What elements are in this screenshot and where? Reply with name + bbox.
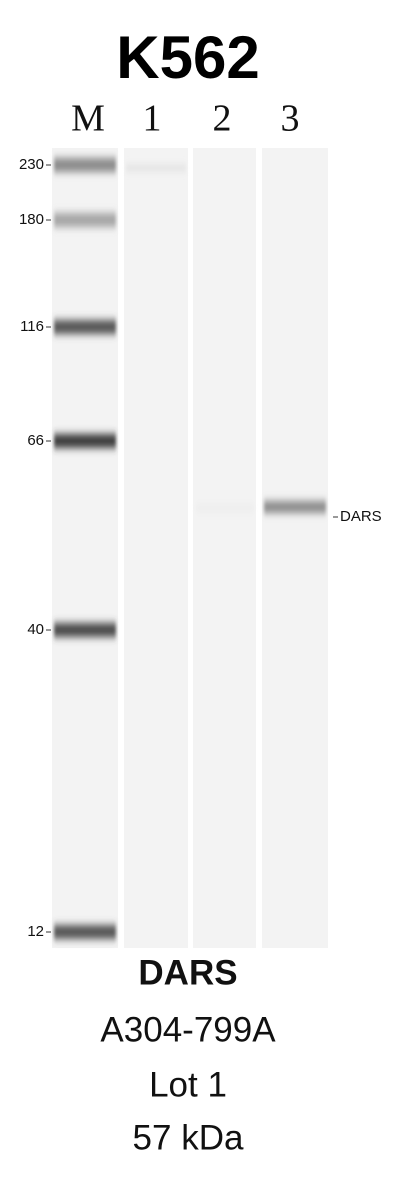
lane-label: M	[71, 98, 105, 140]
bands	[54, 158, 326, 939]
marker-band	[54, 158, 116, 172]
lane-gap	[256, 148, 262, 948]
lane-label: 2	[213, 98, 232, 140]
marker-label: 12	[27, 923, 44, 940]
caption: DARS	[138, 953, 237, 992]
caption: A304-799A	[100, 1010, 276, 1049]
marker-label: 116	[20, 318, 44, 335]
marker-band	[54, 623, 116, 637]
caption: Lot 1	[149, 1065, 227, 1104]
lane-label: 3	[281, 98, 300, 140]
band	[264, 501, 326, 513]
band	[126, 166, 186, 170]
marker-label: 40	[27, 621, 44, 638]
lane-label: 1	[143, 98, 162, 140]
marker-band	[54, 434, 116, 448]
band-label: DARS	[340, 508, 382, 525]
marker-label: 66	[27, 432, 44, 449]
lane-gap	[118, 148, 124, 948]
marker-band	[54, 925, 116, 939]
marker-band	[54, 213, 116, 227]
title: K562	[116, 24, 259, 91]
band	[196, 505, 254, 511]
marker-label: 180	[19, 211, 44, 228]
marker-band	[54, 320, 116, 334]
lane-gap	[188, 148, 193, 948]
caption: 57 kDa	[133, 1118, 244, 1157]
marker-label: 230	[19, 156, 44, 173]
